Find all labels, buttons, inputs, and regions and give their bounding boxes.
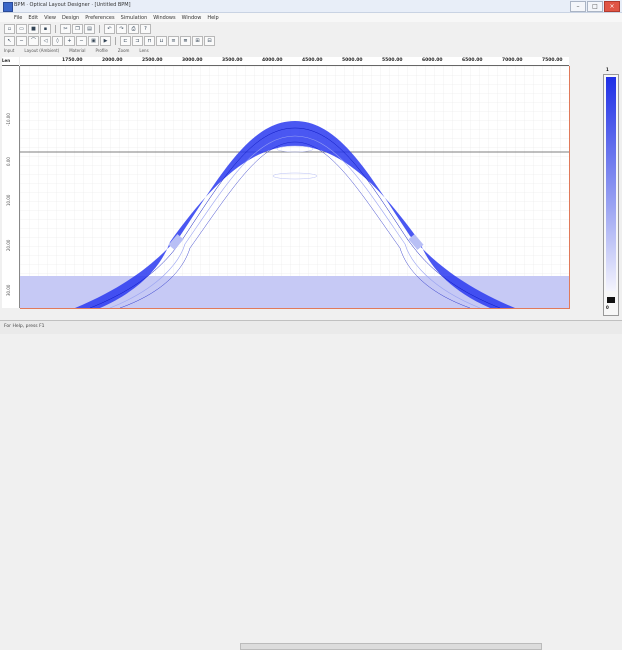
undo-icon[interactable]: ↶	[104, 23, 115, 34]
ruler-tick: 2000.00	[102, 58, 123, 63]
toolbar-separator	[99, 24, 100, 33]
vruler-tick: 10.00	[6, 194, 11, 206]
vruler-tick: 0.00	[6, 157, 11, 166]
menu-preferences[interactable]: Preferences	[85, 14, 115, 21]
status-bar: For Help, press F1	[0, 320, 622, 650]
arc-icon[interactable]: ⌒	[28, 35, 39, 46]
info-zoom: Zoom	[117, 48, 130, 53]
taper-icon[interactable]: ◁	[40, 35, 51, 46]
layout-canvas[interactable]	[20, 66, 570, 309]
select-icon[interactable]: ↖	[4, 35, 15, 46]
paste-icon[interactable]: ▤	[84, 23, 95, 34]
ruler-tick: 7500.00	[542, 58, 563, 63]
cut-icon[interactable]: ✂	[60, 23, 71, 34]
run-simulation-icon[interactable]: ▶	[100, 35, 111, 46]
vruler-tick: 30.00	[6, 284, 11, 296]
ruler-tick: 2500.00	[142, 58, 163, 63]
lens-icon[interactable]: ◊	[52, 35, 63, 46]
app-icon	[3, 2, 13, 12]
menu-simulation[interactable]: Simulation	[120, 14, 148, 21]
vertical-ruler: -10.00 0.00 10.00 20.00 30.00	[2, 66, 20, 308]
ruler-tick: 4500.00	[302, 58, 323, 63]
menu-edit[interactable]: Edit	[28, 14, 39, 21]
tool-a-icon[interactable]: ⊏	[120, 35, 131, 46]
close-button[interactable]: ×	[604, 1, 620, 12]
intensity-gradient	[606, 77, 616, 303]
info-material: Material	[69, 48, 86, 53]
info-bar: Input Layout (Ambient) Material Profile …	[4, 47, 149, 54]
tool-h-icon[interactable]: ⊟	[204, 35, 215, 46]
ruler-tick: 6000.00	[422, 58, 443, 63]
toolbar-separator	[115, 36, 116, 45]
menu-window[interactable]: Window	[181, 14, 202, 21]
menu-file[interactable]: File	[14, 14, 23, 21]
redo-icon[interactable]: ↷	[116, 23, 127, 34]
menu-bar: File Edit View Design Preferences Simula…	[0, 13, 622, 22]
info-layout: Layout (Ambient)	[24, 48, 60, 53]
tool-g-icon[interactable]: ⊞	[192, 35, 203, 46]
maximize-button[interactable]: □	[587, 1, 603, 12]
window-controls: – □ ×	[570, 1, 620, 12]
new-icon[interactable]: ▫	[4, 23, 15, 34]
menu-windows[interactable]: Windows	[153, 14, 176, 21]
scale-bottom-label: 0	[606, 305, 609, 310]
horizontal-scrollbar[interactable]	[240, 643, 542, 650]
tool-b-icon[interactable]: ⊐	[132, 35, 143, 46]
help-icon[interactable]: ?	[140, 23, 151, 34]
menu-help[interactable]: Help	[207, 14, 219, 21]
tool-f-icon[interactable]: ≣	[180, 35, 191, 46]
main-toolbar: ▫ ▭ ■ ▪ ✂ ❐ ▤ ↶ ↷ ⎙ ?	[0, 23, 622, 34]
coupler-right	[408, 234, 424, 250]
info-lens: Lens	[139, 48, 149, 53]
menu-view[interactable]: View	[44, 14, 56, 21]
coupler-left	[168, 234, 184, 250]
zoom-in-icon[interactable]: +	[64, 35, 75, 46]
open-icon[interactable]: ▭	[16, 23, 27, 34]
tool-e-icon[interactable]: ≡	[168, 35, 179, 46]
title-bar: BPM · Optical Layout Designer · [Untitle…	[0, 0, 622, 13]
ruler-tick: 3000.00	[182, 58, 203, 63]
horizontal-ruler: 1750.00 2000.00 2500.00 3000.00 3500.00 …	[20, 57, 569, 66]
waveguide-beam	[75, 121, 515, 309]
info-profile: Profile	[95, 48, 108, 53]
layout-drawing	[20, 66, 569, 309]
copy-icon[interactable]: ❐	[72, 23, 83, 34]
ruler-tick: 3500.00	[222, 58, 243, 63]
menu-design[interactable]: Design	[61, 14, 80, 21]
print-icon[interactable]: ⎙	[128, 23, 139, 34]
ruler-tick: 4000.00	[262, 58, 283, 63]
window-title: BPM · Optical Layout Designer · [Untitle…	[14, 2, 131, 8]
save-icon[interactable]: ■	[28, 23, 39, 34]
vruler-tick: 20.00	[6, 239, 11, 251]
minimize-button[interactable]: –	[570, 1, 586, 12]
fit-view-icon[interactable]: ▣	[88, 35, 99, 46]
vruler-tick: -10.00	[6, 113, 11, 126]
drawing-toolbar: ↖ ─ ⌒ ◁ ◊ + − ▣ ▶ ⊏ ⊐ ⊓ ⊔ ≡ ≣ ⊞ ⊟	[0, 35, 622, 46]
toolbar-separator	[55, 24, 56, 33]
waveguide-icon[interactable]: ─	[16, 35, 27, 46]
zoom-out-icon[interactable]: −	[76, 35, 87, 46]
ruler-tick: 1750.00	[62, 58, 83, 63]
ruler-tick: 6500.00	[462, 58, 483, 63]
ruler-tick: 7000.00	[502, 58, 523, 63]
ruler-corner: Len 0.00	[2, 57, 19, 71]
info-input: Input	[4, 48, 15, 53]
ruler-tick: 5500.00	[382, 58, 403, 63]
ruler-tick: 5000.00	[342, 58, 363, 63]
save-all-icon[interactable]: ▪	[40, 23, 51, 34]
intensity-scale: 1 0	[603, 67, 619, 316]
tool-c-icon[interactable]: ⊓	[144, 35, 155, 46]
grid-background	[20, 66, 569, 308]
tool-d-icon[interactable]: ⊔	[156, 35, 167, 46]
status-text: For Help, press F1	[4, 324, 45, 329]
scale-top-label: 1	[606, 67, 609, 72]
